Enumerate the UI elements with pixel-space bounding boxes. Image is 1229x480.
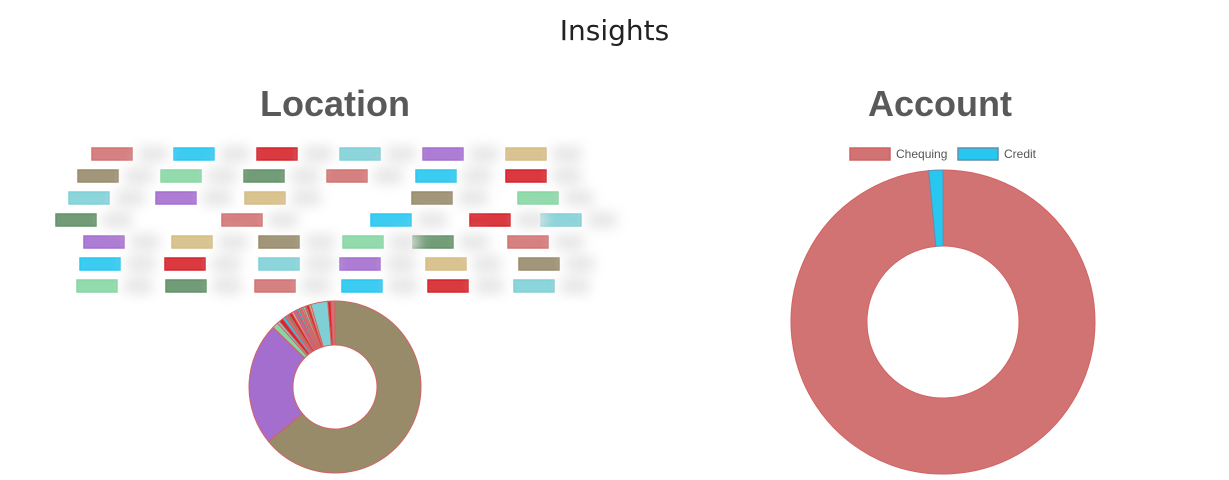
location-legend-label-obscured [459,234,489,250]
location-legend-label-obscured [126,256,156,272]
location-legend-swatch[interactable] [339,257,381,271]
account-legend-label: Chequing [896,147,947,161]
account-doughnut [790,169,1096,475]
location-legend-swatch[interactable] [221,213,263,227]
location-slice[interactable] [248,326,306,443]
location-legend-label-obscured [472,256,502,272]
location-legend-swatch[interactable] [505,169,547,183]
location-legend-label-obscured [290,168,320,184]
location-legend-label-obscured [212,278,242,294]
account-slice[interactable] [790,169,1096,475]
location-legend-label-obscured [305,256,335,272]
location-legend-swatch[interactable] [91,147,133,161]
location-legend-label-obscured [202,190,232,206]
location-legend-label-obscured [303,146,333,162]
location-legend-label-obscured [552,146,582,162]
location-legend-label-obscured [554,234,584,250]
account-chart-panel: Account [650,82,1229,126]
location-legend-swatch[interactable] [165,279,207,293]
location-legend-label-obscured [564,190,594,206]
location-legend-label-obscured [102,212,132,228]
location-legend-swatch[interactable] [243,169,285,183]
page-title: Insights [559,14,670,47]
account-chart-title: Account [868,83,1012,124]
location-legend-swatch[interactable] [540,213,582,227]
location-legend-label-obscured [516,212,546,228]
location-legend-swatch[interactable] [507,235,549,249]
account-slice[interactable] [928,169,944,247]
account-legend-swatch[interactable] [957,147,999,161]
location-legend-swatch[interactable] [258,257,300,271]
location-legend-label-obscured [268,212,298,228]
location-legend-label-obscured [565,256,595,272]
location-slice[interactable] [267,300,422,474]
location-legend-swatch[interactable] [68,191,110,205]
location-legend-label-obscured [388,278,418,294]
location-legend-label-obscured [115,190,145,206]
location-legend-label-obscured [211,256,241,272]
location-chart-panel: Location [40,82,630,126]
location-legend-label-obscured [417,212,447,228]
location-doughnut [248,300,422,474]
location-legend-label-obscured [469,146,499,162]
location-legend-swatch[interactable] [55,213,97,227]
location-legend-obscured-text [102,146,617,294]
location-legend-label-obscured [130,234,160,250]
location-legend-label-obscured [386,146,416,162]
location-legend-label-obscured [123,278,153,294]
location-legend-swatch[interactable] [469,213,511,227]
location-chart-title: Location [260,83,410,124]
location-legend-label-obscured [305,234,335,250]
location-legend-swatch[interactable] [256,147,298,161]
location-legend-label-obscured [560,278,590,294]
location-legend-label-obscured [207,168,237,184]
location-legend-swatch[interactable] [411,191,453,205]
location-legend-swatch[interactable] [518,257,560,271]
location-legend [55,147,582,293]
location-legend-label-obscured [587,212,617,228]
location-legend-swatch[interactable] [415,169,457,183]
location-legend-label-obscured [474,278,504,294]
location-legend-swatch[interactable] [258,235,300,249]
location-legend-swatch[interactable] [254,279,296,293]
location-legend-label-obscured [291,190,321,206]
location-legend-label-obscured [462,168,492,184]
location-legend-swatch[interactable] [427,279,469,293]
location-legend-swatch[interactable] [244,191,286,205]
location-legend-label-obscured [389,234,419,250]
location-legend-swatch[interactable] [77,169,119,183]
location-legend-swatch[interactable] [164,257,206,271]
location-legend-swatch[interactable] [155,191,197,205]
account-legend-swatch[interactable] [849,147,891,161]
location-legend-swatch[interactable] [76,279,118,293]
location-slice[interactable] [330,300,336,346]
account-legend-label: Credit [1004,147,1037,161]
location-legend-label-obscured [373,168,403,184]
location-legend-label-obscured [218,234,248,250]
account-legend: Chequing Credit [849,147,1037,161]
location-legend-swatch[interactable] [326,169,368,183]
location-legend-label-obscured [138,146,168,162]
location-legend-swatch[interactable] [425,257,467,271]
location-legend-label-obscured [301,278,331,294]
location-legend-swatch[interactable] [79,257,121,271]
location-legend-swatch[interactable] [370,213,412,227]
location-legend-label-obscured [552,168,582,184]
location-legend-label-obscured [220,146,250,162]
location-legend-swatch[interactable] [341,279,383,293]
location-legend-swatch[interactable] [517,191,559,205]
location-legend-swatch[interactable] [513,279,555,293]
location-legend-swatch[interactable] [342,235,384,249]
location-legend-swatch[interactable] [339,147,381,161]
location-legend-swatch[interactable] [505,147,547,161]
location-legend-swatch[interactable] [83,235,125,249]
location-legend-label-obscured [124,168,154,184]
location-legend-swatch[interactable] [160,169,202,183]
location-legend-label-obscured [386,256,416,272]
location-legend-swatch[interactable] [171,235,213,249]
location-legend-label-obscured [458,190,488,206]
location-legend-swatch[interactable] [173,147,215,161]
location-legend-swatch[interactable] [422,147,464,161]
